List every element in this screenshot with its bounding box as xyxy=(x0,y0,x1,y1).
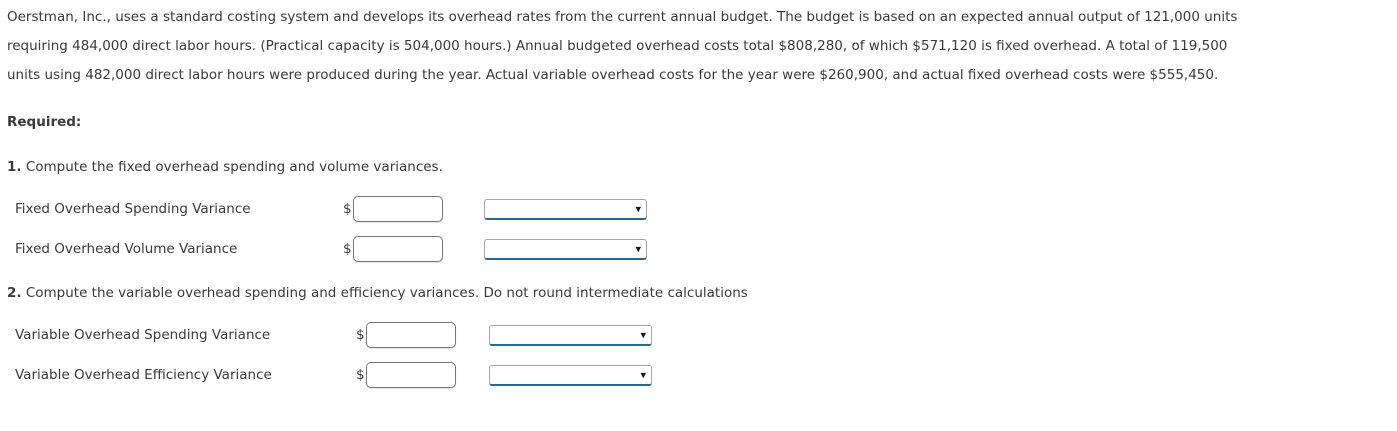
dollar-sign: $ xyxy=(343,241,352,257)
variable-overhead-efficiency-variance-label: Variable Overhead Efficiency Variance xyxy=(15,367,272,383)
problem-line: units using 482,000 direct labor hours w… xyxy=(7,67,1219,83)
fixed-overhead-volume-variance-row: Fixed Overhead Volume Variance $ ▾ xyxy=(7,229,1397,269)
variable-overhead-efficiency-variance-row: Variable Overhead Efficiency Variance $ … xyxy=(7,355,1397,395)
fixed-overhead-volume-variance-dropdown[interactable]: ▾ xyxy=(484,238,647,260)
caret-down-icon: ▾ xyxy=(635,241,641,255)
question-2-number: 2. xyxy=(7,285,22,301)
problem-statement: Oerstman, Inc., uses a standard costing … xyxy=(7,3,1397,90)
fixed-overhead-spending-variance-dropdown[interactable]: ▾ xyxy=(484,198,647,220)
question-2-answer-rows: Variable Overhead Spending Variance $ ▾ … xyxy=(7,315,1397,395)
fixed-overhead-spending-variance-row: Fixed Overhead Spending Variance $ ▾ xyxy=(7,189,1397,229)
question-1-text: Compute the fixed overhead spending and … xyxy=(25,159,443,175)
question-1-answer-rows: Fixed Overhead Spending Variance $ ▾ Fix… xyxy=(7,189,1397,269)
dollar-sign: $ xyxy=(356,367,365,383)
variable-overhead-spending-variance-label: Variable Overhead Spending Variance xyxy=(15,327,271,343)
caret-down-icon: ▾ xyxy=(640,367,646,381)
fixed-overhead-volume-variance-label: Fixed Overhead Volume Variance xyxy=(15,241,238,257)
variable-overhead-efficiency-variance-dropdown[interactable]: ▾ xyxy=(489,364,652,386)
fixed-overhead-volume-variance-input[interactable] xyxy=(353,236,443,262)
required-label: Required: xyxy=(7,114,82,130)
caret-down-icon: ▾ xyxy=(640,327,646,341)
question-1-heading: 1. Compute the fixed overhead spending a… xyxy=(7,158,1397,176)
question-2-text: Compute the variable overhead spending a… xyxy=(25,285,748,301)
problem-line: requiring 484,000 direct labor hours. (P… xyxy=(7,38,1228,54)
variable-overhead-efficiency-variance-input[interactable] xyxy=(366,362,456,388)
caret-down-icon: ▾ xyxy=(635,201,641,215)
question-2-heading: 2. Compute the variable overhead spendin… xyxy=(7,284,1397,302)
variable-overhead-spending-variance-row: Variable Overhead Spending Variance $ ▾ xyxy=(7,315,1397,355)
variable-overhead-spending-variance-input[interactable] xyxy=(366,322,456,348)
dollar-sign: $ xyxy=(343,201,352,217)
question-page: Oerstman, Inc., uses a standard costing … xyxy=(7,3,1397,395)
fixed-overhead-spending-variance-input[interactable] xyxy=(353,196,443,222)
problem-line: Oerstman, Inc., uses a standard costing … xyxy=(7,9,1238,25)
dollar-sign: $ xyxy=(356,327,365,343)
variable-overhead-spending-variance-dropdown[interactable]: ▾ xyxy=(489,324,652,346)
fixed-overhead-spending-variance-label: Fixed Overhead Spending Variance xyxy=(15,201,251,217)
question-1-number: 1. xyxy=(7,159,22,175)
